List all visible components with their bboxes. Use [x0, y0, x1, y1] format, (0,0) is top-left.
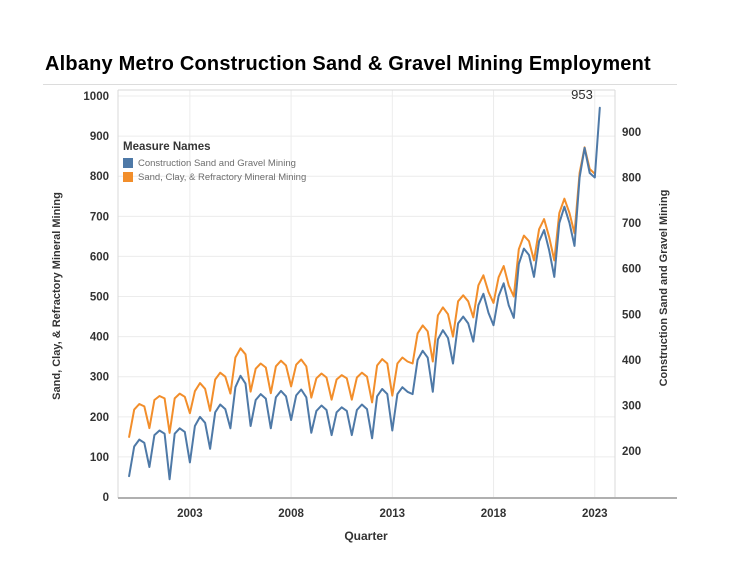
- right-axis-tick-label: 700: [622, 218, 641, 230]
- left-axis-tick-label: 0: [103, 492, 109, 504]
- right-axis-tick-label: 900: [622, 127, 641, 139]
- left-axis-tick-label: 1000: [83, 91, 109, 103]
- left-axis-tick-label: 300: [90, 372, 109, 384]
- x-axis-tick-label: 2003: [177, 508, 203, 520]
- legend: Measure Names Construction Sand and Grav…: [123, 141, 306, 184]
- right-axis-tick-label: 400: [622, 355, 641, 367]
- x-axis-title: Quarter: [344, 529, 388, 543]
- legend-swatch-orange-icon: [123, 172, 133, 182]
- left-axis-tick-label: 200: [90, 412, 109, 424]
- left-axis-tick-label: 900: [90, 131, 109, 143]
- left-axis-tick-label: 100: [90, 452, 109, 464]
- left-axis-tick-label: 400: [90, 332, 109, 344]
- legend-title: Measure Names: [123, 141, 211, 153]
- right-axis-title: Construction Sand and Gravel Mining: [658, 189, 670, 387]
- right-axis-tick-label: 300: [622, 400, 641, 412]
- chart-title: Albany Metro Construction Sand & Gravel …: [45, 53, 651, 75]
- x-axis-tick-label: 2018: [481, 508, 507, 520]
- left-axis-tick-label: 600: [90, 251, 109, 263]
- legend-item-label: Construction Sand and Gravel Mining: [138, 157, 296, 169]
- x-axis-tick-label: 2013: [380, 508, 406, 520]
- right-axis-tick-label: 500: [622, 309, 641, 321]
- series-line: [128, 146, 596, 438]
- left-axis-title: Sand, Clay, & Refractory Mineral Mining: [51, 192, 63, 400]
- x-axis-tick-label: 2008: [278, 508, 304, 520]
- series-line: [128, 106, 601, 481]
- right-axis-tick-label: 200: [622, 446, 641, 458]
- legend-swatch-blue-icon: [123, 158, 133, 168]
- legend-item-construction-sand-gravel: Construction Sand and Gravel Mining: [123, 156, 306, 170]
- legend-item-sand-clay-refractory: Sand, Clay, & Refractory Mineral Mining: [123, 170, 306, 184]
- annotation-value: 953: [571, 87, 593, 102]
- right-axis-tick-label: 800: [622, 173, 641, 185]
- left-axis-tick-label: 500: [90, 292, 109, 304]
- left-axis-tick-label: 700: [90, 211, 109, 223]
- left-axis-tick-label: 800: [90, 171, 109, 183]
- legend-item-label: Sand, Clay, & Refractory Mineral Mining: [138, 171, 307, 183]
- title-divider: [43, 84, 677, 85]
- x-axis-tick-label: 2023: [582, 508, 608, 520]
- right-axis-tick-label: 600: [622, 264, 641, 276]
